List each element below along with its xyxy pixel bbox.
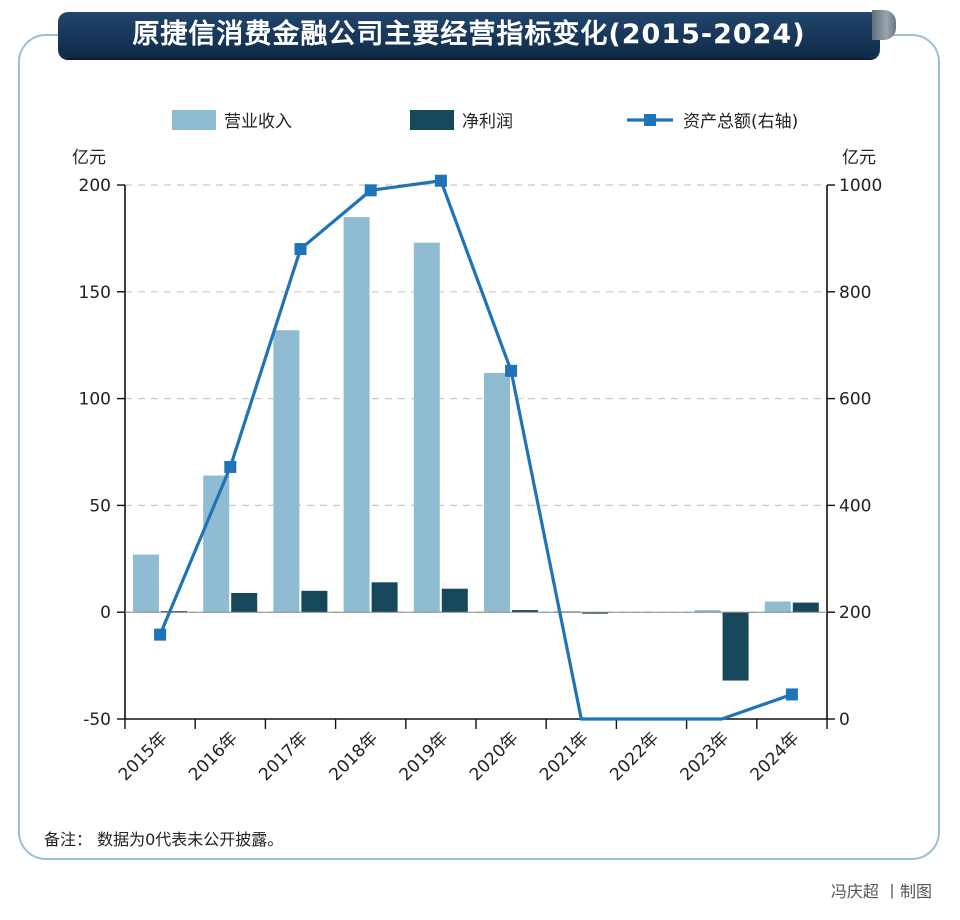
legend-swatch-total-assets-marker — [644, 114, 656, 126]
line-total-assets — [158, 179, 793, 721]
left-tick-label: 200 — [79, 176, 111, 196]
x-category-label: 2024年 — [747, 728, 804, 785]
bar-net-profit — [792, 602, 819, 613]
point-total-assets — [154, 628, 167, 641]
right-tick-label: 800 — [839, 283, 871, 303]
right-axis-unit: 亿元 — [842, 148, 876, 168]
bar-net-profit — [722, 612, 749, 681]
left-axis-unit: 亿元 — [72, 148, 106, 168]
x-category-label: 2019年 — [396, 728, 453, 785]
banner-curl-decoration — [872, 10, 896, 40]
left-tick-label: 100 — [79, 390, 111, 410]
bar-net-profit — [231, 592, 258, 613]
legend-label: 资产总额(右轴) — [683, 112, 798, 132]
bar-revenue — [694, 610, 721, 613]
labels-layer: -50 0 50 100 150 200 0 200 400 600 800 1000 亿元 亿元 2015… — [72, 148, 882, 785]
x-category-label: 2021年 — [536, 728, 593, 785]
point-total-assets — [224, 460, 237, 473]
right-tick-label: 1000 — [839, 176, 882, 196]
chart-frame — [18, 34, 940, 860]
right-tick-label: 0 — [839, 710, 850, 730]
credit-line: 冯庆超 丨制图 — [830, 882, 932, 901]
right-tick-label: 400 — [839, 496, 871, 516]
x-category-label: 2015年 — [115, 728, 172, 785]
x-category-label: 2016年 — [185, 728, 242, 785]
point-total-assets — [505, 364, 518, 377]
legend-swatch-net-profit — [410, 110, 454, 130]
bar-net-profit — [512, 610, 538, 613]
left-tick-label: 0 — [100, 603, 111, 623]
x-category-label: 2022年 — [606, 728, 663, 785]
bar-net-profit — [301, 590, 328, 613]
bar-net-profit — [441, 588, 468, 613]
x-category-label: 2020年 — [466, 728, 523, 785]
grid-lines — [125, 184, 827, 613]
point-total-assets — [364, 184, 377, 197]
title-banner — [58, 12, 880, 58]
bar-revenue — [413, 242, 440, 613]
left-tick-label: 150 — [79, 283, 111, 303]
bar-revenue — [484, 372, 510, 613]
bar-net-profit — [582, 612, 609, 614]
left-tick-label: 50 — [89, 496, 111, 516]
legend: 营业收入 净利润 资产总额(右轴) — [172, 110, 798, 132]
x-category-label: 2018年 — [325, 728, 382, 785]
bar-revenue — [133, 554, 159, 613]
bar-revenue — [764, 601, 791, 613]
bar-revenue — [203, 475, 230, 613]
bar-revenue — [273, 330, 300, 613]
legend-label: 营业收入 — [224, 112, 292, 132]
right-tick-label: 600 — [839, 390, 871, 410]
bar-net-profit — [371, 582, 398, 613]
right-tick-label: 200 — [839, 603, 871, 623]
x-category-label: 2017年 — [255, 728, 312, 785]
point-total-assets — [785, 688, 798, 701]
point-total-assets — [434, 174, 447, 187]
left-tick-label: -50 — [83, 710, 111, 730]
point-total-assets — [294, 243, 307, 256]
chart-title: 原捷信消费金融公司主要经营指标变化(2015-2024) — [132, 19, 806, 50]
legend-label: 净利润 — [462, 112, 513, 132]
legend-swatch-revenue — [172, 110, 216, 130]
line-layer — [154, 174, 798, 721]
x-category-label: 2023年 — [676, 728, 733, 785]
bar-revenue — [343, 217, 370, 613]
footnote: 备注： 数据为0代表未公开披露。 — [44, 830, 284, 849]
